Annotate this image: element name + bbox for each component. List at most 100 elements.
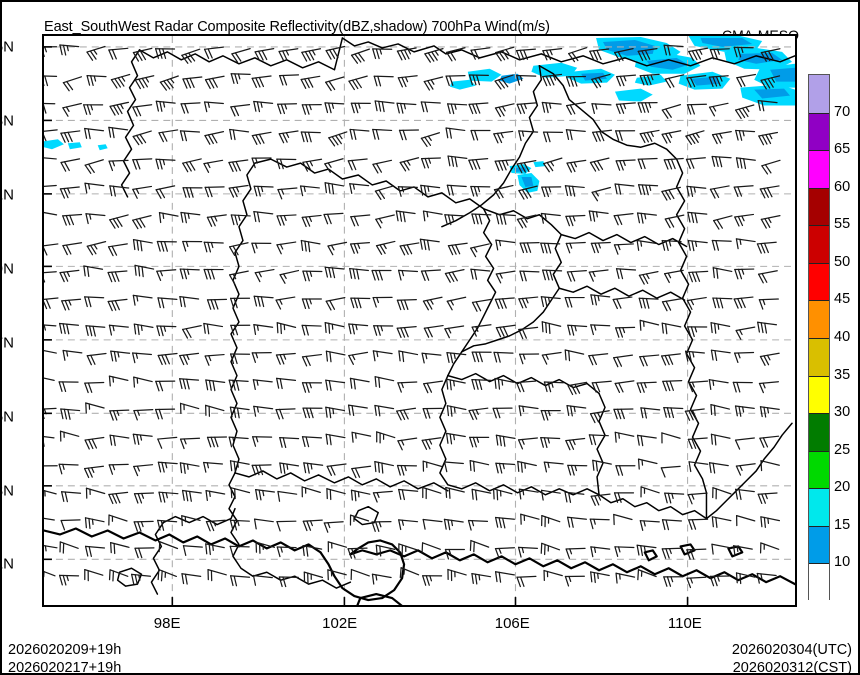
wind-barb bbox=[567, 464, 588, 476]
wind-barb bbox=[759, 352, 780, 366]
wind-barb bbox=[351, 465, 372, 479]
wind-barb bbox=[736, 73, 757, 88]
wind-barb bbox=[301, 382, 323, 393]
colorbar-tick-40: 40 bbox=[834, 329, 851, 345]
wind-barb bbox=[398, 129, 420, 141]
wind-barb bbox=[203, 101, 224, 113]
wind-barb bbox=[637, 157, 658, 170]
wind-barb bbox=[711, 543, 732, 555]
wind-barb bbox=[565, 214, 586, 227]
wind-barb bbox=[44, 243, 59, 256]
wind-barb bbox=[519, 270, 540, 282]
wind-barb bbox=[735, 463, 756, 476]
wind-barb bbox=[84, 159, 104, 174]
wind-barb bbox=[349, 128, 370, 140]
wind-barb bbox=[276, 214, 297, 226]
wind-barb bbox=[614, 431, 635, 443]
wind-barb bbox=[565, 75, 587, 87]
wind-barb bbox=[44, 75, 58, 87]
coastline bbox=[44, 527, 795, 605]
y-axis-tick-35N: 35N bbox=[2, 38, 14, 56]
wind-barb bbox=[278, 576, 299, 588]
wind-barb bbox=[735, 157, 756, 170]
wind-barb bbox=[279, 462, 300, 474]
wind-barb bbox=[44, 465, 58, 471]
wind-barb bbox=[375, 214, 395, 229]
wind-barb bbox=[279, 74, 300, 86]
wind-barb bbox=[206, 214, 227, 227]
wind-barb bbox=[420, 269, 442, 282]
wind-barb bbox=[735, 129, 756, 141]
wind-barb bbox=[203, 322, 224, 335]
wind-barb bbox=[109, 434, 130, 447]
wind-barb bbox=[519, 242, 540, 254]
wind-barb bbox=[495, 270, 516, 284]
wind-barb bbox=[204, 75, 225, 90]
wind-barb bbox=[158, 541, 179, 553]
wind-barb bbox=[757, 100, 778, 112]
wind-barb bbox=[588, 269, 609, 282]
wind-barb bbox=[251, 131, 272, 145]
wind-barb bbox=[661, 103, 682, 119]
x-axis-tick-102E: 102E bbox=[322, 615, 358, 632]
wind-barb bbox=[708, 75, 729, 87]
wind-barb bbox=[109, 185, 130, 197]
wind-barb bbox=[422, 460, 443, 472]
wind-barb bbox=[323, 521, 344, 533]
colorbar-band bbox=[809, 338, 829, 376]
reflectivity-colorbar[interactable] bbox=[808, 74, 830, 601]
wind-barb bbox=[58, 574, 80, 586]
wind-barb bbox=[205, 543, 225, 556]
wind-barb bbox=[757, 270, 778, 284]
y-axis-tick-31N: 31N bbox=[2, 186, 14, 204]
wind-barb bbox=[446, 352, 467, 364]
y-axis-tick-27N: 27N bbox=[2, 334, 14, 352]
wind-barb bbox=[397, 186, 418, 197]
wind-barb bbox=[207, 569, 227, 582]
wind-barb bbox=[708, 462, 729, 474]
wind-barb bbox=[374, 185, 395, 200]
wind-barb bbox=[203, 46, 224, 59]
wind-barb bbox=[373, 75, 394, 87]
wind-barb bbox=[328, 131, 348, 147]
wind-barb bbox=[709, 185, 730, 199]
wind-barb bbox=[759, 406, 780, 418]
wind-barb bbox=[154, 408, 176, 420]
wind-barb bbox=[615, 465, 636, 476]
wind-barb bbox=[518, 130, 539, 142]
wind-barb bbox=[180, 102, 201, 114]
wind-barb bbox=[396, 464, 418, 476]
wind-barb bbox=[543, 461, 564, 473]
wind-barb bbox=[568, 47, 588, 63]
wind-barb bbox=[638, 184, 659, 196]
wind-barb bbox=[564, 296, 585, 308]
wind-barb bbox=[253, 185, 274, 197]
wind-barb bbox=[687, 239, 708, 252]
wind-barb bbox=[376, 431, 396, 444]
wind-barb bbox=[228, 184, 249, 198]
wind-barb bbox=[375, 544, 396, 557]
wind-barb bbox=[371, 269, 392, 281]
wind-barb bbox=[518, 488, 539, 500]
wind-barb bbox=[133, 323, 154, 336]
wind-barb bbox=[229, 519, 250, 531]
wind-barb bbox=[347, 547, 368, 559]
wind-barb bbox=[708, 102, 729, 117]
wind-barb bbox=[107, 298, 128, 312]
wind-barb bbox=[159, 75, 179, 91]
wind-barb bbox=[759, 435, 780, 448]
wind-barb bbox=[760, 215, 781, 229]
colorbar-band bbox=[809, 112, 829, 151]
wind-barb bbox=[494, 377, 515, 390]
wind-barb bbox=[108, 375, 129, 387]
wind-barb bbox=[420, 132, 441, 148]
wind-barb bbox=[664, 214, 685, 229]
wind-barb bbox=[325, 433, 346, 446]
wind-barb bbox=[158, 212, 179, 224]
wind-barb bbox=[758, 381, 780, 394]
wind-barb bbox=[396, 326, 417, 339]
wind-barb bbox=[639, 520, 660, 531]
wind-barb bbox=[636, 239, 657, 251]
wind-barb bbox=[419, 238, 440, 251]
wind-barb bbox=[518, 405, 539, 417]
